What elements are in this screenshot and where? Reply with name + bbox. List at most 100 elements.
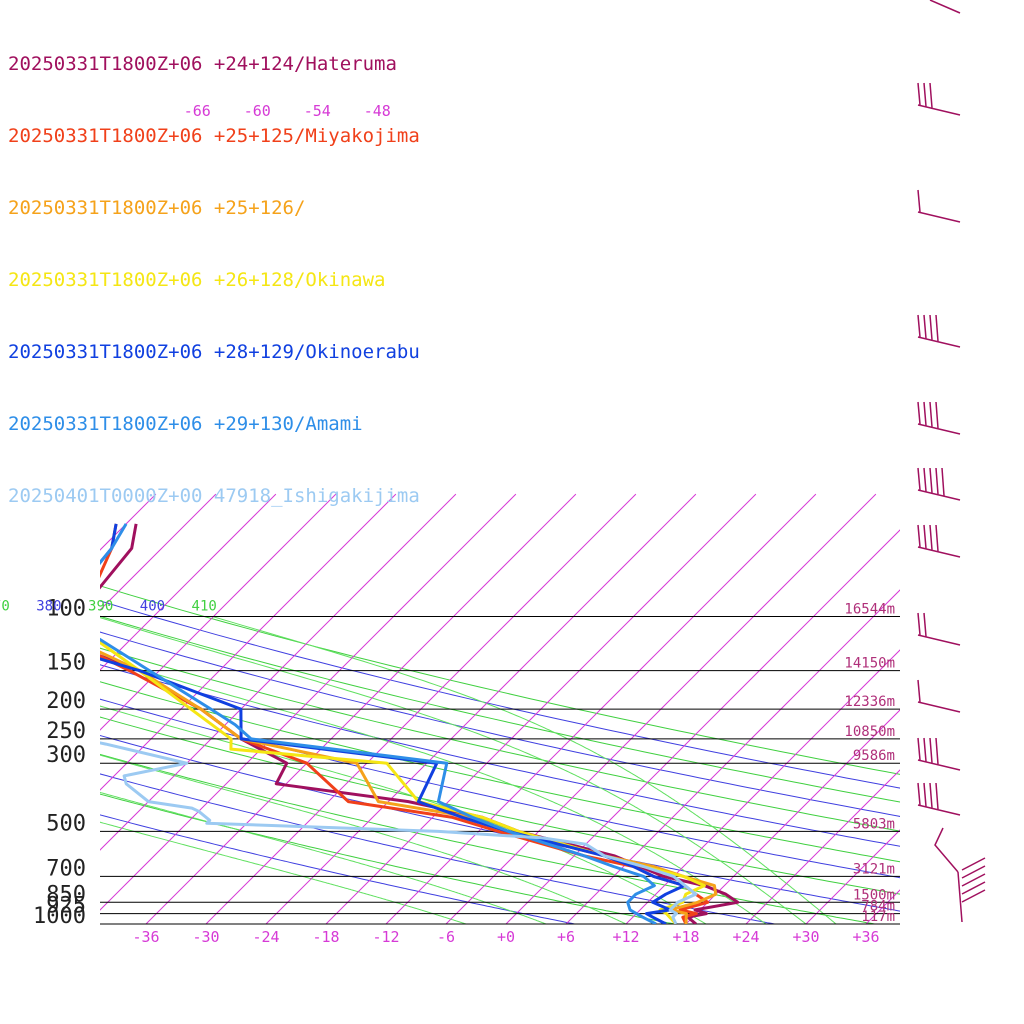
wind-barb-tick [935,524,939,552]
isotherm-top-label: -54 [304,102,331,120]
height-label: 1500m [853,887,895,903]
moist-adiabat-line [100,617,807,924]
isotherm-line [145,493,577,924]
wind-barb-tick [929,314,933,340]
wind-barb-shaft [917,336,961,348]
temperature-tick-label: -30 [192,928,219,946]
legend-entry: 20250331T1800Z+06 +28+129/Okinoerabu [8,341,420,363]
dry-adiabat-line [100,753,878,924]
height-label: 10850m [844,724,895,740]
moist-adiabat-line [212,616,837,924]
temperature-tick-label: -6 [437,928,455,946]
wind-barb-tick [917,189,921,213]
height-label: 3121m [853,861,895,877]
pressure-label: 100 [46,597,86,622]
temperature-profile-line [100,523,710,924]
theta-label: 380 [36,599,61,615]
legend-entry: 20250401T0000Z+00 47918_Ishigakijima [8,485,420,507]
legend-entry: 20250331T1800Z+06 +25+125/Miyakojima [8,125,420,147]
isotherm-line [0,494,36,937]
temperature-tick-label: +36 [852,928,879,946]
isotherm-line [100,493,277,671]
wind-barb-shaft [917,211,961,223]
temperature-tick-label: -36 [132,928,159,946]
wind-barb-tick [917,82,921,106]
wind-barb-shaft [934,827,959,873]
isotherm-line [100,493,337,731]
temperature-tick-label: -24 [252,928,279,946]
isotherm-line [385,493,817,924]
wind-barb [929,0,961,14]
pressure-label: 850 [46,882,86,907]
isotherm-top-label: -66 [184,102,211,120]
wind-barb [917,82,961,116]
wind-barbs [917,0,986,923]
wind-barb-tick [941,467,945,496]
wind-barb-tick [917,612,921,636]
wind-barb-tick [917,679,921,703]
dry-adiabat-line [100,600,900,789]
legend-entry: 20250331T1800Z+06 +24+124/Hateruma [8,53,397,75]
dry-adiabat-line [100,698,900,879]
pressure-label: 500 [46,811,86,836]
temperature-tick-label: -12 [372,928,399,946]
wind-barb-tick [923,467,927,492]
wind-barb [917,612,961,646]
theta-label: 410 [192,599,217,615]
wind-barb-tick [961,865,986,879]
pressure-label: 925 [46,894,86,919]
isotherm-line [100,493,397,791]
pressure-label: 700 [46,856,86,881]
wind-barb-shaft [917,546,961,558]
isotherm-line [205,493,637,924]
dry-adiabat-line [100,631,900,817]
moist-adiabat-line [100,791,547,924]
theta-label: 390 [88,599,113,615]
temperature-profile-line [100,523,686,924]
wind-barb-tick [929,524,933,550]
height-label: 117m [861,909,895,925]
temperature-profiles [100,523,740,924]
wind-barb-shaft [917,804,961,816]
isotherm-line [265,493,697,924]
wind-barb [934,827,986,923]
dry-adiabat-line [100,647,900,832]
isotherm-line [973,494,1024,937]
dry-adiabat-line [100,585,900,775]
wind-barb-tick [935,401,939,429]
height-label: 5803m [853,816,895,832]
wind-barb-tick [935,782,939,810]
theta-label: 400 [140,599,165,615]
wind-barb-tick [923,401,927,426]
height-label: 14150m [844,656,895,672]
isotherm-top-label: -60 [244,102,271,120]
temperature-tick-label: -18 [312,928,339,946]
isotherm-line [805,829,900,924]
legend-entry: 20250331T1800Z+06 +29+130/Amami [8,413,363,435]
wind-barb [917,189,961,223]
wind-barb-tick [935,737,939,765]
pressure-label: 200 [46,689,86,714]
isotherm-line [625,649,900,924]
wind-barb-tick [923,82,927,107]
legend-entry: 20250331T1800Z+06 +26+128/Okinawa [8,269,386,291]
temperature-tick-label: +18 [672,928,699,946]
height-label: 12336m [844,694,895,710]
wind-barb-shaft [917,759,961,771]
isotherm-line [913,494,1024,937]
isotherm-top-label: -48 [364,102,391,120]
moist-adiabat-line [100,754,627,924]
pressure-label: 1000 [33,904,86,929]
pressure-label: 150 [46,651,86,676]
temperature-tick-label: +6 [557,928,575,946]
wind-barb-tick [923,314,927,339]
wind-barb [917,679,961,713]
height-label: 9586m [853,748,895,764]
wind-barb-tick [961,857,986,871]
wind-barb-tick [961,873,986,887]
wind-barb-shaft [917,634,961,646]
wind-barb-tick [929,467,933,493]
wind-barb-tick [917,401,921,425]
isotherm-line [100,493,457,851]
temperature-profile-line [100,523,740,924]
